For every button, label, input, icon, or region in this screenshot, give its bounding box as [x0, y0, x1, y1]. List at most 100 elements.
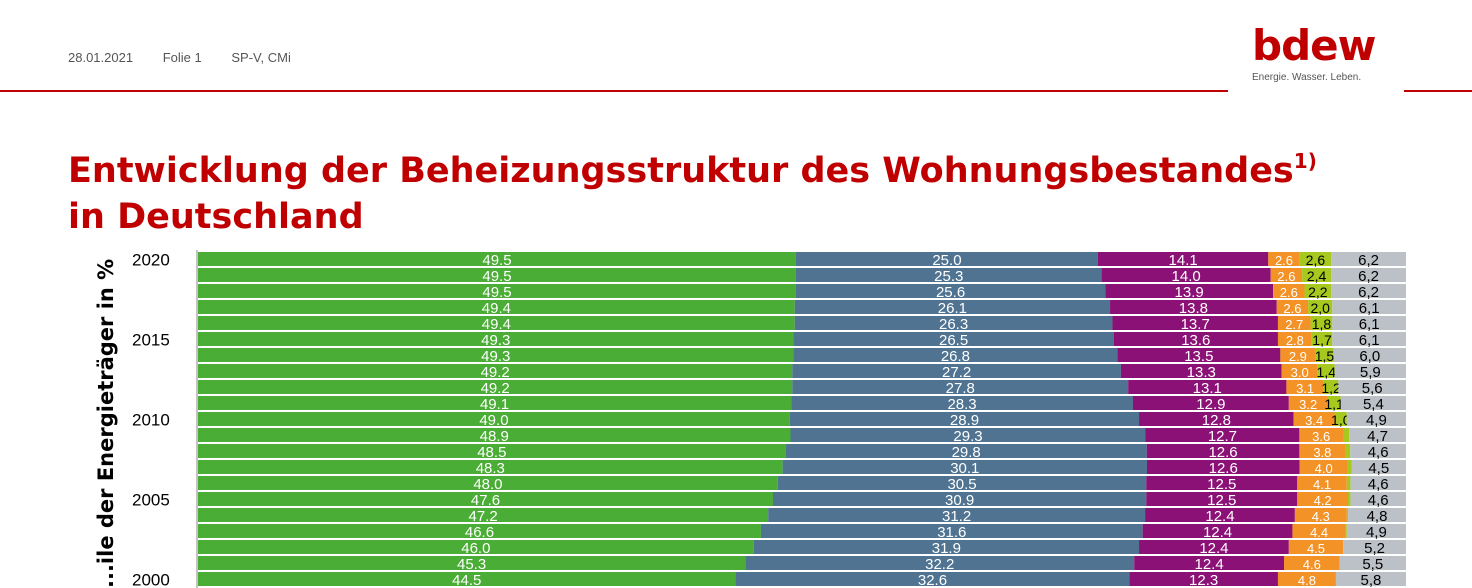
bar-purple-2002 [1139, 540, 1289, 554]
bar-blue-2008 [785, 444, 1147, 458]
bar-grey-2012 [1338, 380, 1406, 394]
bar-lime-2006 [1346, 476, 1351, 490]
bar-lime-2012 [1323, 380, 1339, 394]
value-label-green-2013: 49.2 [481, 364, 510, 381]
bar-blue-2017 [794, 300, 1111, 314]
bar-grey-2013 [1334, 364, 1406, 378]
bar-orange-2014 [1280, 348, 1316, 362]
value-label-green-2010: 49.0 [479, 412, 508, 429]
bar-orange-2006 [1297, 476, 1347, 490]
value-label-blue-2004: 31.2 [942, 508, 971, 525]
bar-green-2018 [198, 284, 796, 298]
bar-green-2017 [198, 300, 795, 314]
value-label-lime-2012: 1,2 [1321, 380, 1341, 396]
bar-lime-2011 [1327, 396, 1341, 410]
value-label-orange-2017: 2.6 [1283, 301, 1301, 316]
value-label-blue-2006: 30.5 [947, 476, 976, 493]
year-tick-2005: 2005 [132, 491, 170, 510]
bar-orange-2020 [1268, 252, 1300, 266]
value-label-orange-2000: 4.8 [1298, 573, 1316, 588]
bar-lime-2013 [1317, 364, 1335, 378]
value-label-orange-2020: 2.6 [1275, 253, 1293, 268]
bar-orange-2011 [1288, 396, 1328, 410]
bar-green-2002 [198, 540, 754, 554]
value-label-orange-2009: 3.6 [1312, 429, 1330, 444]
value-label-grey-2019: 6,2 [1358, 268, 1379, 285]
value-label-green-2016: 49.4 [482, 316, 511, 333]
bar-purple-2005 [1146, 492, 1298, 506]
year-tick-2010: 2010 [132, 411, 170, 430]
value-label-green-2015: 49.3 [481, 332, 510, 349]
value-label-blue-2013: 27.2 [942, 364, 971, 381]
value-label-orange-2005: 4.2 [1314, 493, 1332, 508]
bar-grey-2010 [1346, 412, 1406, 426]
value-label-blue-2015: 26.5 [939, 332, 968, 349]
bar-purple-2019 [1101, 268, 1271, 282]
bar-orange-2017 [1276, 300, 1309, 314]
bar-green-2011 [198, 396, 792, 410]
bar-green-2015 [198, 332, 794, 346]
bar-purple-2009 [1145, 428, 1300, 442]
value-label-lime-2015: 1,7 [1312, 332, 1332, 348]
bar-purple-2017 [1110, 300, 1277, 314]
value-label-orange-2006: 4.1 [1313, 477, 1331, 492]
value-label-grey-2008: 4,6 [1368, 444, 1389, 461]
bar-green-2004 [198, 508, 769, 522]
bar-lime-2020 [1299, 252, 1332, 266]
bar-lime-2003 [1345, 524, 1347, 538]
bar-purple-2008 [1146, 444, 1300, 458]
bar-blue-2007 [782, 460, 1147, 474]
bar-green-2013 [198, 364, 793, 378]
bar-blue-2003 [760, 524, 1143, 538]
value-label-grey-2006: 4,6 [1368, 476, 1389, 493]
value-label-lime-2017: 2,0 [1310, 300, 1330, 316]
value-label-green-2018: 49.5 [482, 284, 511, 301]
value-label-blue-2016: 26.3 [939, 316, 968, 333]
bar-blue-2006 [777, 476, 1147, 490]
value-label-blue-2000: 32.6 [918, 572, 947, 588]
slide-author: SP-V, CMi [231, 50, 291, 65]
value-label-purple-2001: 12.4 [1194, 556, 1223, 573]
bar-orange-2000 [1277, 572, 1336, 586]
year-tick-2020: 2020 [132, 251, 170, 270]
value-label-green-2003: 46.6 [465, 524, 494, 541]
value-label-lime-2020: 2,6 [1306, 252, 1326, 268]
value-label-green-2006: 48.0 [473, 476, 502, 493]
value-label-blue-2012: 27.8 [946, 380, 975, 397]
bar-orange-2004 [1294, 508, 1347, 522]
value-label-blue-2005: 30.9 [945, 492, 974, 509]
title-line-1: Entwicklung der Beheizungsstruktur des W… [68, 151, 1294, 191]
value-label-orange-2002: 4.5 [1307, 541, 1325, 556]
bar-lime-2008 [1345, 444, 1351, 458]
bar-green-2010 [198, 412, 790, 426]
title-footnote-marker: 1) [1293, 149, 1317, 173]
bar-orange-2019 [1270, 268, 1303, 282]
bar-green-2007 [198, 460, 783, 474]
bar-purple-2010 [1139, 412, 1294, 426]
bar-blue-2011 [791, 396, 1133, 410]
bar-green-2016 [198, 316, 795, 330]
value-label-blue-2019: 25.3 [934, 268, 963, 285]
value-label-lime-2010: 1,0 [1331, 412, 1351, 428]
value-label-orange-2010: 3.4 [1305, 413, 1323, 428]
bar-lime-2007 [1347, 460, 1352, 474]
bar-blue-2012 [792, 380, 1129, 394]
value-label-purple-2007: 12.6 [1209, 460, 1238, 477]
bar-blue-2019 [795, 268, 1102, 282]
value-label-blue-2014: 26.8 [941, 348, 970, 365]
bar-purple-2013 [1120, 364, 1282, 378]
bar-blue-2009 [790, 428, 1146, 442]
bar-purple-2007 [1146, 460, 1300, 474]
bar-grey-2018 [1331, 284, 1406, 298]
slide-date: 28.01.2021 [68, 50, 134, 65]
value-label-green-2009: 48.9 [480, 428, 509, 445]
bar-blue-2010 [789, 412, 1140, 426]
bar-grey-2003 [1346, 524, 1406, 538]
bar-grey-2006 [1350, 476, 1406, 490]
title-line-2: in Deutschland [68, 197, 364, 237]
value-label-blue-2017: 26.1 [938, 300, 967, 317]
value-label-grey-2017: 6,1 [1359, 300, 1380, 317]
value-label-green-2002: 46.0 [461, 540, 490, 557]
value-label-lime-2011: 1,1 [1324, 396, 1344, 412]
